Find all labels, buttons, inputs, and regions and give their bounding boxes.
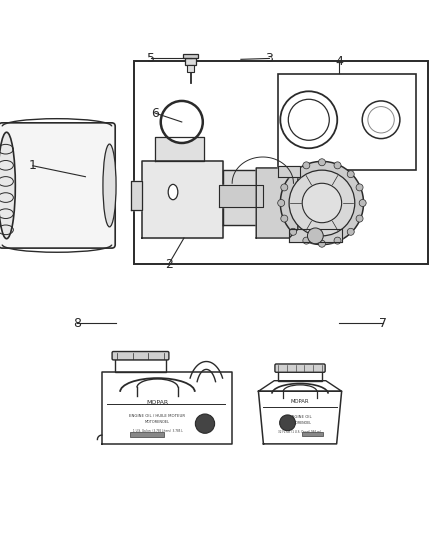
Bar bbox=[115, 359, 166, 372]
Circle shape bbox=[303, 237, 310, 244]
Circle shape bbox=[302, 183, 342, 223]
Polygon shape bbox=[258, 381, 342, 391]
Circle shape bbox=[362, 101, 400, 139]
Text: MOPAR: MOPAR bbox=[146, 400, 169, 405]
Polygon shape bbox=[219, 185, 263, 207]
Polygon shape bbox=[190, 361, 223, 382]
Circle shape bbox=[280, 91, 337, 148]
Circle shape bbox=[318, 159, 325, 166]
Bar bbox=[185, 59, 196, 66]
Circle shape bbox=[281, 215, 288, 222]
Polygon shape bbox=[256, 168, 298, 238]
Bar bbox=[187, 65, 194, 71]
Ellipse shape bbox=[103, 144, 116, 227]
FancyBboxPatch shape bbox=[112, 352, 169, 360]
Text: ENGINE OIL: ENGINE OIL bbox=[289, 415, 311, 419]
Circle shape bbox=[288, 99, 329, 140]
Text: 4: 4 bbox=[336, 55, 343, 68]
Circle shape bbox=[195, 414, 215, 433]
Circle shape bbox=[318, 240, 325, 247]
Circle shape bbox=[359, 199, 366, 206]
Circle shape bbox=[334, 237, 341, 244]
Text: 1 U.S. Gallon  (3.785 Liters)  3.785 L: 1 U.S. Gallon (3.785 Liters) 3.785 L bbox=[133, 429, 182, 433]
Circle shape bbox=[368, 107, 394, 133]
Circle shape bbox=[303, 162, 310, 169]
Circle shape bbox=[290, 171, 297, 177]
Circle shape bbox=[281, 184, 288, 191]
Circle shape bbox=[290, 228, 297, 235]
FancyBboxPatch shape bbox=[0, 123, 115, 248]
Polygon shape bbox=[223, 170, 261, 225]
Bar bbox=[279, 371, 321, 381]
Text: 5: 5 bbox=[147, 52, 155, 65]
Circle shape bbox=[347, 171, 354, 177]
Polygon shape bbox=[155, 138, 204, 161]
Circle shape bbox=[279, 415, 296, 431]
Polygon shape bbox=[102, 372, 232, 444]
Text: 32 FL OZ (1 U.S. Quart) 946 mL: 32 FL OZ (1 U.S. Quart) 946 mL bbox=[278, 430, 322, 434]
Polygon shape bbox=[131, 181, 142, 209]
Bar bbox=[183, 54, 198, 59]
Circle shape bbox=[289, 170, 355, 236]
Circle shape bbox=[347, 228, 354, 235]
FancyBboxPatch shape bbox=[275, 364, 325, 372]
Text: MOPAR: MOPAR bbox=[291, 399, 309, 404]
Polygon shape bbox=[142, 161, 223, 238]
Bar bbox=[302, 432, 323, 436]
Text: MOTORENOEL: MOTORENOEL bbox=[289, 421, 311, 425]
Text: MOTORENOEL: MOTORENOEL bbox=[145, 420, 170, 424]
Text: 6: 6 bbox=[152, 107, 159, 120]
Circle shape bbox=[161, 101, 203, 143]
Text: 7: 7 bbox=[379, 317, 387, 330]
Text: ENGINE OIL / HUILE MOTEUR: ENGINE OIL / HUILE MOTEUR bbox=[130, 415, 185, 418]
Bar bbox=[134, 61, 428, 264]
Bar bbox=[131, 432, 164, 437]
Ellipse shape bbox=[0, 132, 15, 239]
Circle shape bbox=[278, 199, 285, 206]
Text: 2: 2 bbox=[165, 258, 173, 271]
Circle shape bbox=[356, 184, 363, 191]
Text: 3: 3 bbox=[265, 52, 273, 65]
Text: 8: 8 bbox=[73, 317, 81, 330]
Circle shape bbox=[356, 215, 363, 222]
Ellipse shape bbox=[168, 184, 178, 200]
Circle shape bbox=[307, 228, 323, 244]
Polygon shape bbox=[258, 391, 342, 444]
Polygon shape bbox=[289, 229, 342, 243]
Text: 1: 1 bbox=[29, 159, 37, 172]
Circle shape bbox=[334, 162, 341, 169]
Bar bbox=[278, 74, 416, 170]
Circle shape bbox=[280, 161, 364, 245]
Polygon shape bbox=[278, 166, 300, 177]
